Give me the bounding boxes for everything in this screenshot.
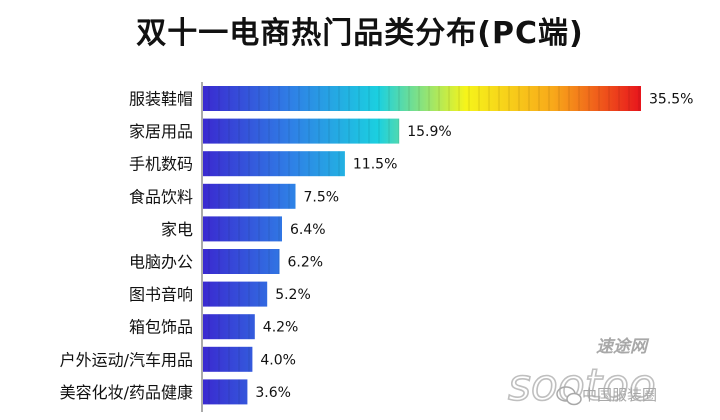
- value-label-6: 5.2%: [275, 287, 311, 303]
- bar-texture-3: [203, 183, 296, 209]
- bar-texture-4: [203, 216, 282, 242]
- category-label-4: 家电: [161, 220, 193, 239]
- bar-texture-7: [203, 314, 255, 340]
- value-label-7: 4.2%: [263, 320, 299, 336]
- bar-texture-1: [203, 118, 400, 144]
- value-label-5: 6.2%: [288, 255, 324, 271]
- bar-texture-5: [203, 249, 280, 274]
- chart-title: 双十一电商热门品类分布(PC端): [136, 16, 584, 51]
- bar-texture-9: [203, 379, 248, 405]
- value-label-2: 11.5%: [353, 157, 397, 173]
- value-label-1: 15.9%: [407, 124, 451, 140]
- category-label-6: 图书音响: [129, 285, 193, 304]
- category-label-5: 电脑办公: [129, 253, 193, 272]
- watermark-brand: 速途网: [596, 337, 650, 357]
- category-label-2: 手机数码: [129, 155, 193, 174]
- bar-texture-6: [203, 281, 268, 307]
- wechat-icon: [556, 386, 582, 406]
- watermark: 速途网 sootoo 中国服装圈: [507, 337, 657, 412]
- watermark-logo: sootoo: [508, 360, 656, 411]
- value-label-8: 4.0%: [260, 352, 296, 368]
- bar-texture-8: [203, 346, 253, 372]
- category-label-9: 美容化妆/药品健康: [60, 383, 193, 402]
- value-label-4: 6.4%: [290, 222, 326, 238]
- category-label-3: 食品饮料: [129, 187, 193, 206]
- bar-texture-2: [203, 151, 345, 177]
- value-label-9: 3.6%: [255, 385, 291, 401]
- bar-texture-0: [203, 86, 641, 111]
- category-label-8: 户外运动/汽车用品: [60, 350, 193, 369]
- bars-layer: [203, 86, 641, 405]
- value-label-0: 35.5%: [649, 92, 693, 108]
- category-label-7: 箱包饰品: [129, 318, 193, 337]
- category-label-0: 服装鞋帽: [129, 90, 193, 109]
- watermark-source: 中国服装圈: [582, 386, 657, 404]
- category-label-1: 家居用品: [129, 122, 193, 141]
- labels-layer: 服装鞋帽 35.5% 家居用品 15.9% 手机数码 11.5% 食品饮料 7.5% 家电 6.4…: [60, 90, 694, 402]
- value-label-3: 7.5%: [304, 189, 340, 205]
